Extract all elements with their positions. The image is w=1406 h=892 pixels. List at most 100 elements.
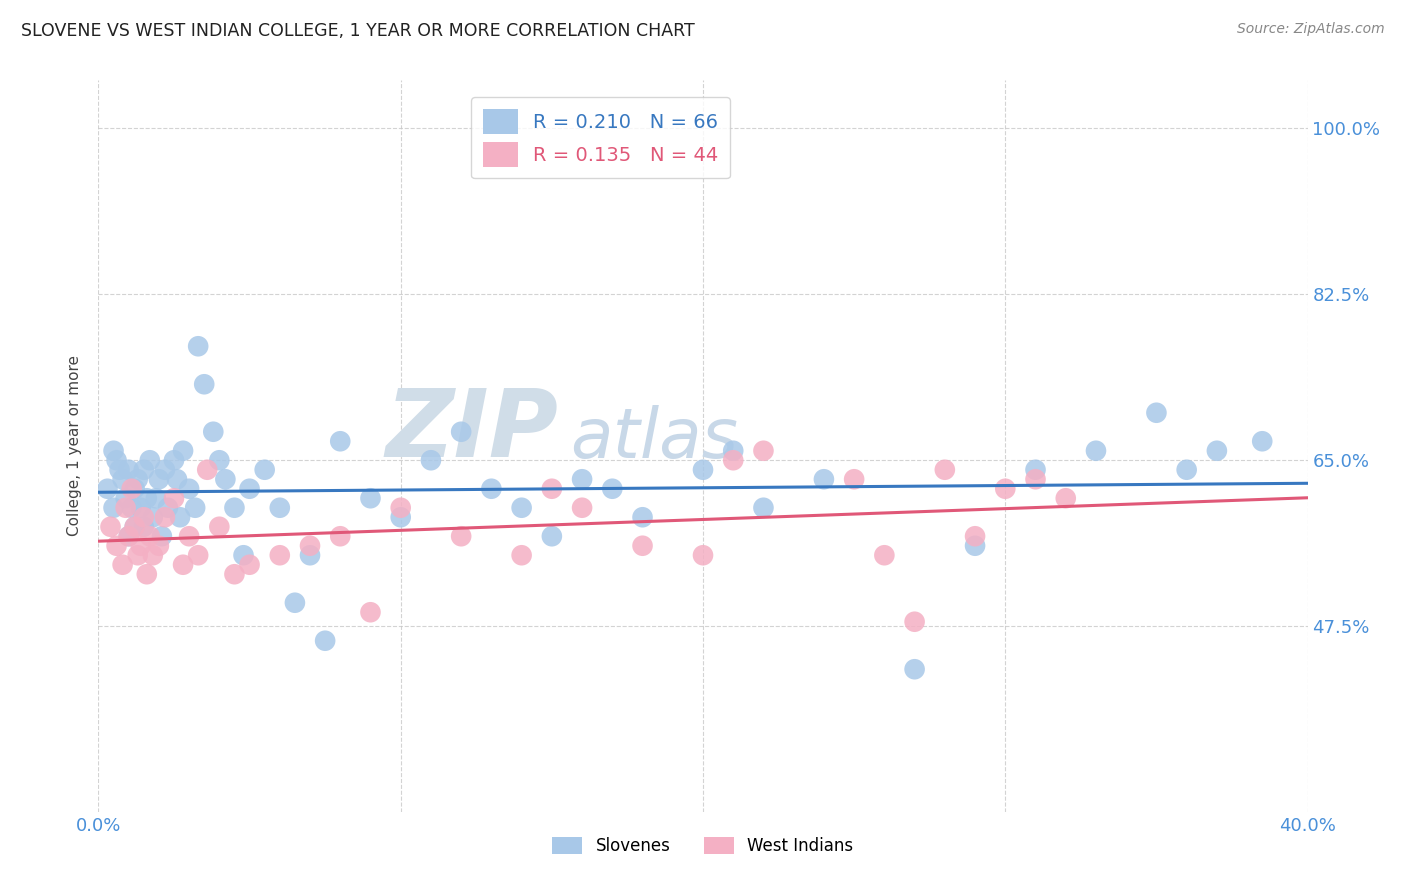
Point (299, 539, 322, 553)
Point (224, 567, 246, 582)
Point (904, 662, 927, 676)
Point (540, 529, 562, 543)
Point (132, 520, 155, 534)
Point (420, 453, 443, 467)
Point (121, 482, 143, 496)
Point (510, 500, 533, 515)
Point (299, 548, 322, 562)
Point (129, 500, 152, 515)
Point (571, 472, 593, 486)
Point (127, 548, 149, 562)
Y-axis label: College, 1 year or more: College, 1 year or more (67, 356, 83, 536)
Text: SLOVENE VS WEST INDIAN COLLEGE, 1 YEAR OR MORE CORRELATION CHART: SLOVENE VS WEST INDIAN COLLEGE, 1 YEAR O… (21, 22, 695, 40)
Point (124, 482, 146, 496)
Point (752, 500, 775, 515)
Point (111, 472, 134, 486)
Point (360, 491, 382, 506)
Point (103, 500, 125, 515)
Point (450, 425, 472, 439)
Point (1024, 472, 1046, 486)
Point (1085, 443, 1108, 458)
Point (314, 633, 336, 648)
Point (994, 482, 1017, 496)
Point (135, 491, 157, 506)
Point (1251, 434, 1274, 449)
Point (1144, 406, 1167, 420)
Point (163, 453, 186, 467)
Point (692, 463, 714, 477)
Point (103, 443, 125, 458)
Point (172, 558, 194, 572)
Text: atlas: atlas (569, 405, 738, 472)
Point (571, 500, 593, 515)
Point (142, 548, 165, 562)
Point (184, 500, 207, 515)
Point (193, 377, 215, 392)
Point (139, 453, 162, 467)
Point (127, 472, 149, 486)
Point (1175, 463, 1198, 477)
Point (1206, 443, 1229, 458)
Point (208, 520, 231, 534)
Point (105, 539, 128, 553)
Point (150, 529, 173, 543)
Point (873, 548, 896, 562)
Point (124, 520, 146, 534)
Point (132, 463, 155, 477)
Point (844, 472, 866, 486)
Point (904, 615, 927, 629)
Point (187, 339, 209, 353)
Point (239, 558, 262, 572)
Legend: Slovenes, West Indians: Slovenes, West Indians (546, 830, 860, 862)
Text: ZIP: ZIP (385, 385, 558, 477)
Point (142, 510, 165, 524)
Point (100, 520, 122, 534)
Point (965, 539, 987, 553)
Point (253, 463, 276, 477)
Point (153, 463, 176, 477)
Point (602, 482, 624, 496)
Point (510, 548, 533, 562)
Point (166, 472, 188, 486)
Point (934, 463, 956, 477)
Point (389, 500, 412, 515)
Point (169, 510, 191, 524)
Point (139, 529, 162, 543)
Point (179, 529, 201, 543)
Point (329, 529, 352, 543)
Point (389, 510, 412, 524)
Point (631, 510, 654, 524)
Point (269, 500, 291, 515)
Point (96, 482, 118, 496)
Point (329, 434, 352, 449)
Point (135, 567, 157, 582)
Point (172, 443, 194, 458)
Point (214, 472, 236, 486)
Point (118, 463, 141, 477)
Point (153, 510, 176, 524)
Point (232, 548, 254, 562)
Point (118, 529, 141, 543)
Point (1024, 463, 1046, 477)
Point (148, 539, 170, 553)
Point (148, 472, 170, 486)
Point (187, 548, 209, 562)
Point (145, 491, 167, 506)
Text: Source: ZipAtlas.com: Source: ZipAtlas.com (1237, 22, 1385, 37)
Point (1054, 491, 1077, 506)
Point (111, 558, 134, 572)
Point (118, 529, 141, 543)
Point (269, 548, 291, 562)
Point (132, 510, 155, 524)
Point (813, 472, 835, 486)
Point (692, 548, 714, 562)
Point (202, 425, 225, 439)
Point (752, 443, 775, 458)
Point (284, 596, 307, 610)
Point (179, 482, 201, 496)
Point (723, 443, 745, 458)
Point (723, 453, 745, 467)
Point (129, 539, 152, 553)
Point (540, 482, 562, 496)
Point (965, 529, 987, 543)
